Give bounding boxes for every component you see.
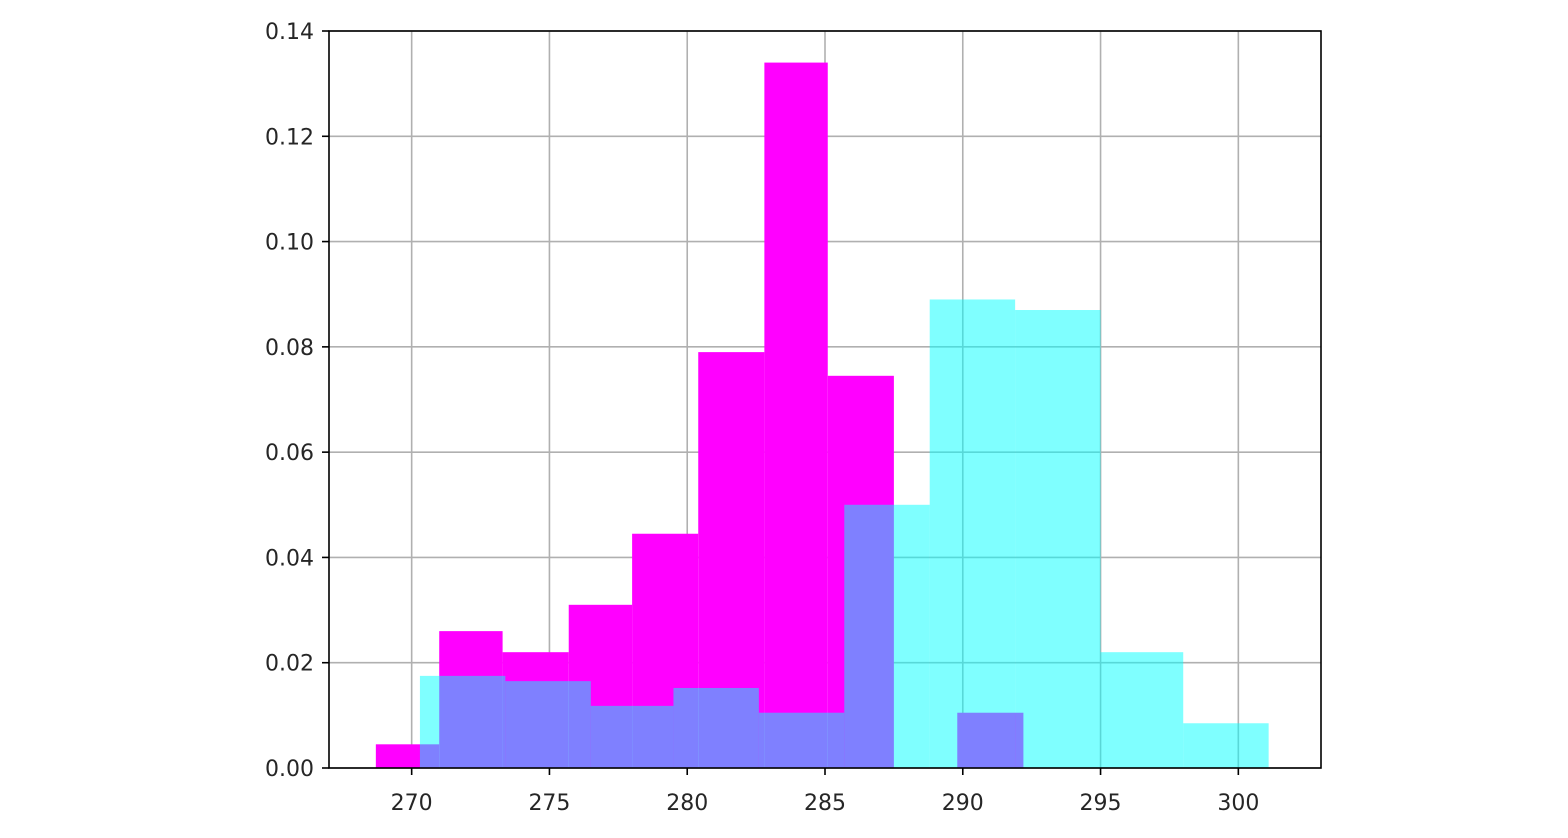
histogram-bar-series-2 xyxy=(1183,723,1269,768)
y-tick-label: 0.12 xyxy=(265,125,314,150)
histogram-bar-series-2 xyxy=(419,675,506,768)
histogram-bar-series-2 xyxy=(844,504,930,768)
histogram-bar-series-2 xyxy=(758,712,845,768)
y-tick-label: 0.02 xyxy=(265,652,314,677)
x-tick-label: 290 xyxy=(942,791,984,816)
y-tick-label: 0.14 xyxy=(265,20,314,45)
y-tick-label: 0.08 xyxy=(265,336,314,361)
x-tick-label: 285 xyxy=(804,791,846,816)
histogram-bar-series-2 xyxy=(673,687,759,768)
x-tick-label: 300 xyxy=(1217,791,1259,816)
histogram-bar-series-2 xyxy=(1015,310,1101,768)
y-tick-label: 0.00 xyxy=(265,757,314,782)
histogram-bar-series-2 xyxy=(929,299,1016,768)
bars-layer xyxy=(375,62,1269,769)
y-tick-label: 0.06 xyxy=(265,441,314,466)
histogram-bar-series-1 xyxy=(764,62,828,769)
y-tick-label: 0.10 xyxy=(265,231,314,256)
y-tick-label: 0.04 xyxy=(265,546,314,571)
x-tick-label: 280 xyxy=(666,791,708,816)
x-tick-label: 270 xyxy=(391,791,433,816)
x-tick-label: 295 xyxy=(1080,791,1122,816)
axes-layer: 270 275 280 285 290 295 300 0.00 0.02 0.04 0.06 0.0… xyxy=(265,20,1322,816)
x-tick-label: 275 xyxy=(528,791,570,816)
histogram-bar-series-2 xyxy=(590,705,674,768)
histogram-bar-series-2 xyxy=(505,681,591,768)
histogram-bar-series-2 xyxy=(1100,652,1184,768)
